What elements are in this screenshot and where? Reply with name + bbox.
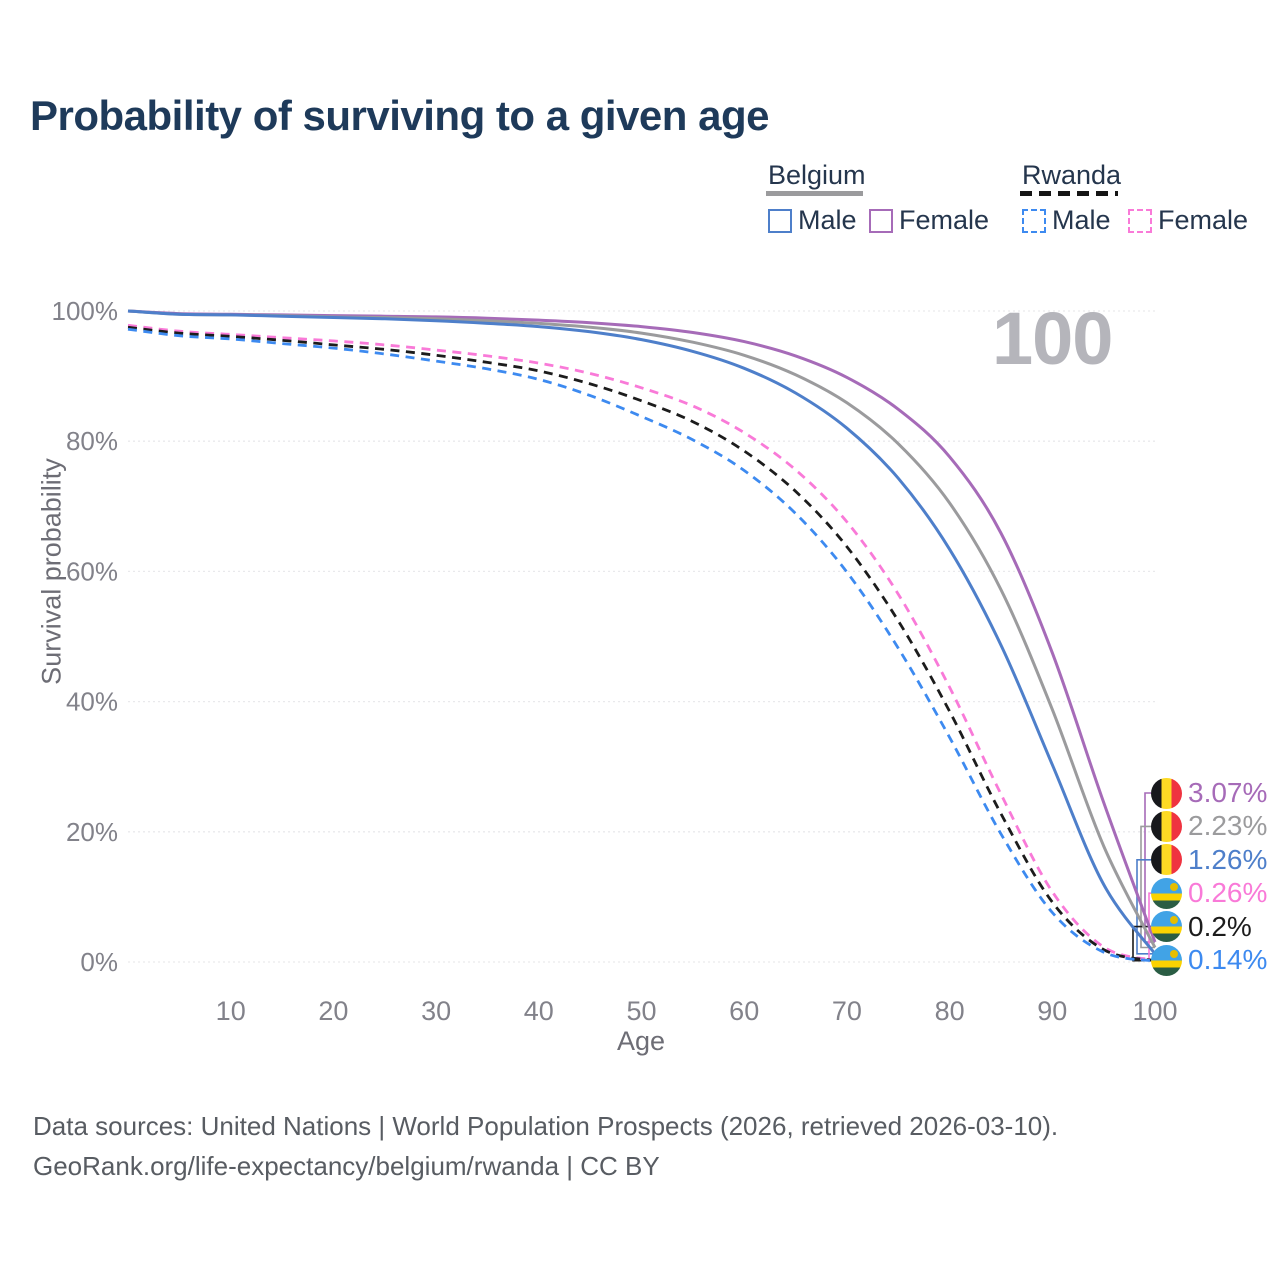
y-axis-tick-label: 60%: [66, 556, 118, 586]
series-line-rwanda-male[interactable]: [127, 327, 1156, 963]
end-label-value: 3.07%: [1188, 777, 1268, 808]
x-axis-tick-label: 50: [626, 996, 656, 1026]
x-axis-tick-label: 100: [1132, 996, 1177, 1026]
y-axis-title: Survival probability: [36, 458, 67, 685]
footer-sources: Data sources: United Nations | World Pop…: [33, 1111, 1059, 1141]
legend-underline-belgium: [766, 191, 863, 196]
y-axis-tick-label: 100%: [52, 296, 119, 326]
y-axis-tick-label: 20%: [66, 817, 118, 847]
footer-attribution: GeoRank.org/life-expectancy/belgium/rwan…: [33, 1151, 660, 1181]
page-title: Probability of surviving to a given age: [30, 92, 769, 139]
legend-underline-rwanda: [1020, 191, 1118, 196]
rwanda-flag-icon: [1151, 911, 1182, 943]
x-axis-tick-label: 60: [729, 996, 759, 1026]
end-label-row: 1.26%: [1151, 843, 1267, 876]
legend-item-label: Male: [1052, 205, 1111, 235]
end-label-row: 0.14%: [1151, 944, 1267, 977]
belgium-flag-icon: [1151, 777, 1182, 809]
end-label-connector: [1144, 792, 1155, 943]
rwanda-sun-icon: [1170, 916, 1178, 925]
end-label-value: 2.23%: [1188, 810, 1268, 842]
rwanda-flag-icon: [1151, 877, 1182, 909]
legend-group-belgium-label: Belgium: [768, 160, 866, 190]
legend-item-label: Female: [899, 205, 990, 235]
footer: Data sources: United Nations | World Pop…: [33, 1106, 1058, 1186]
belgium-male-line-swatch-icon: [768, 208, 792, 233]
series-line-belgium-both-sexes[interactable]: [127, 309, 1157, 949]
rwanda-sun-icon: [1170, 882, 1178, 891]
series-line-rwanda-female[interactable]: [127, 323, 1156, 962]
rwanda-male-line-swatch-icon: [1022, 208, 1046, 233]
end-label-value: 0.26%: [1188, 877, 1268, 909]
rwanda-female-line-swatch-icon: [1128, 208, 1152, 233]
x-axis-tick-label: 40: [524, 996, 554, 1026]
legend-item-label: Female: [1158, 205, 1249, 235]
x-axis-tick-label: 20: [318, 996, 348, 1026]
belgium-flag-icon: [1151, 810, 1182, 842]
legend-item-rwanda-female[interactable]: Female: [1128, 205, 1248, 236]
x-axis-tick-label: 10: [216, 996, 246, 1026]
belgium-flag-icon: [1151, 844, 1182, 876]
legend-item-label: Male: [798, 205, 857, 235]
rwanda-flag-icon: [1151, 944, 1182, 976]
end-label-value: 0.14%: [1188, 944, 1268, 975]
y-axis-tick-label: 80%: [66, 426, 118, 456]
series-line-rwanda-both-sexes[interactable]: [127, 325, 1156, 963]
series-line-belgium-female[interactable]: [127, 309, 1157, 943]
x-axis-tick-label: 80: [935, 996, 965, 1026]
x-axis-tick-label: 90: [1037, 996, 1067, 1026]
rwanda-sun-icon: [1170, 949, 1178, 958]
end-label-value: 0.2%: [1188, 910, 1252, 942]
y-axis-tick-label: 40%: [66, 687, 118, 717]
legend-group-rwanda-label: Rwanda: [1022, 160, 1122, 190]
series-line-belgium-male[interactable]: [127, 309, 1157, 955]
x-axis-tick-label: 70: [832, 996, 862, 1026]
x-axis-tick-label: 30: [421, 996, 451, 1026]
legend-item-rwanda-male[interactable]: Male: [1022, 205, 1111, 236]
belgium-female-line-swatch-icon: [869, 208, 893, 233]
end-label-value: 1.26%: [1188, 843, 1268, 875]
x-axis-title: Age: [616, 1026, 666, 1056]
end-label-connector: [1136, 859, 1155, 955]
end-label-row: 0.26%: [1151, 877, 1267, 910]
legend-item-belgium-male[interactable]: Male: [768, 205, 857, 236]
end-label-row: 3.07%: [1151, 777, 1267, 810]
y-axis-tick-label: 0%: [80, 947, 118, 977]
end-label-row: 2.23%: [1151, 810, 1267, 843]
end-label-row: 0.2%: [1151, 910, 1252, 943]
legend-item-belgium-female[interactable]: Female: [869, 205, 989, 236]
